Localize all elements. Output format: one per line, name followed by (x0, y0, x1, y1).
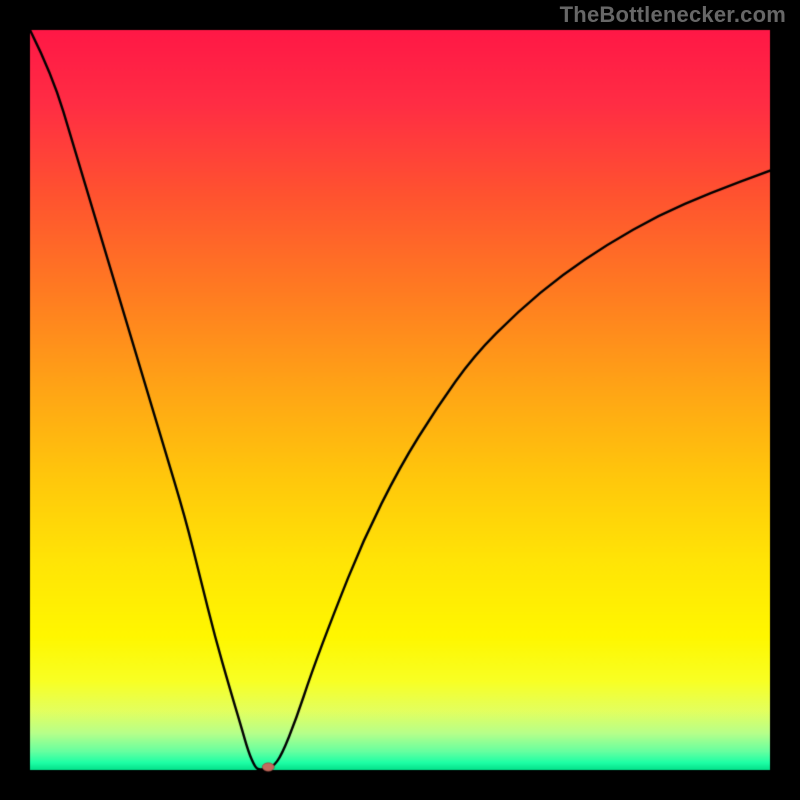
chart-stage: TheBottlenecker.com (0, 0, 800, 800)
bottleneck-chart-canvas (0, 0, 800, 800)
watermark-label: TheBottlenecker.com (560, 2, 786, 28)
